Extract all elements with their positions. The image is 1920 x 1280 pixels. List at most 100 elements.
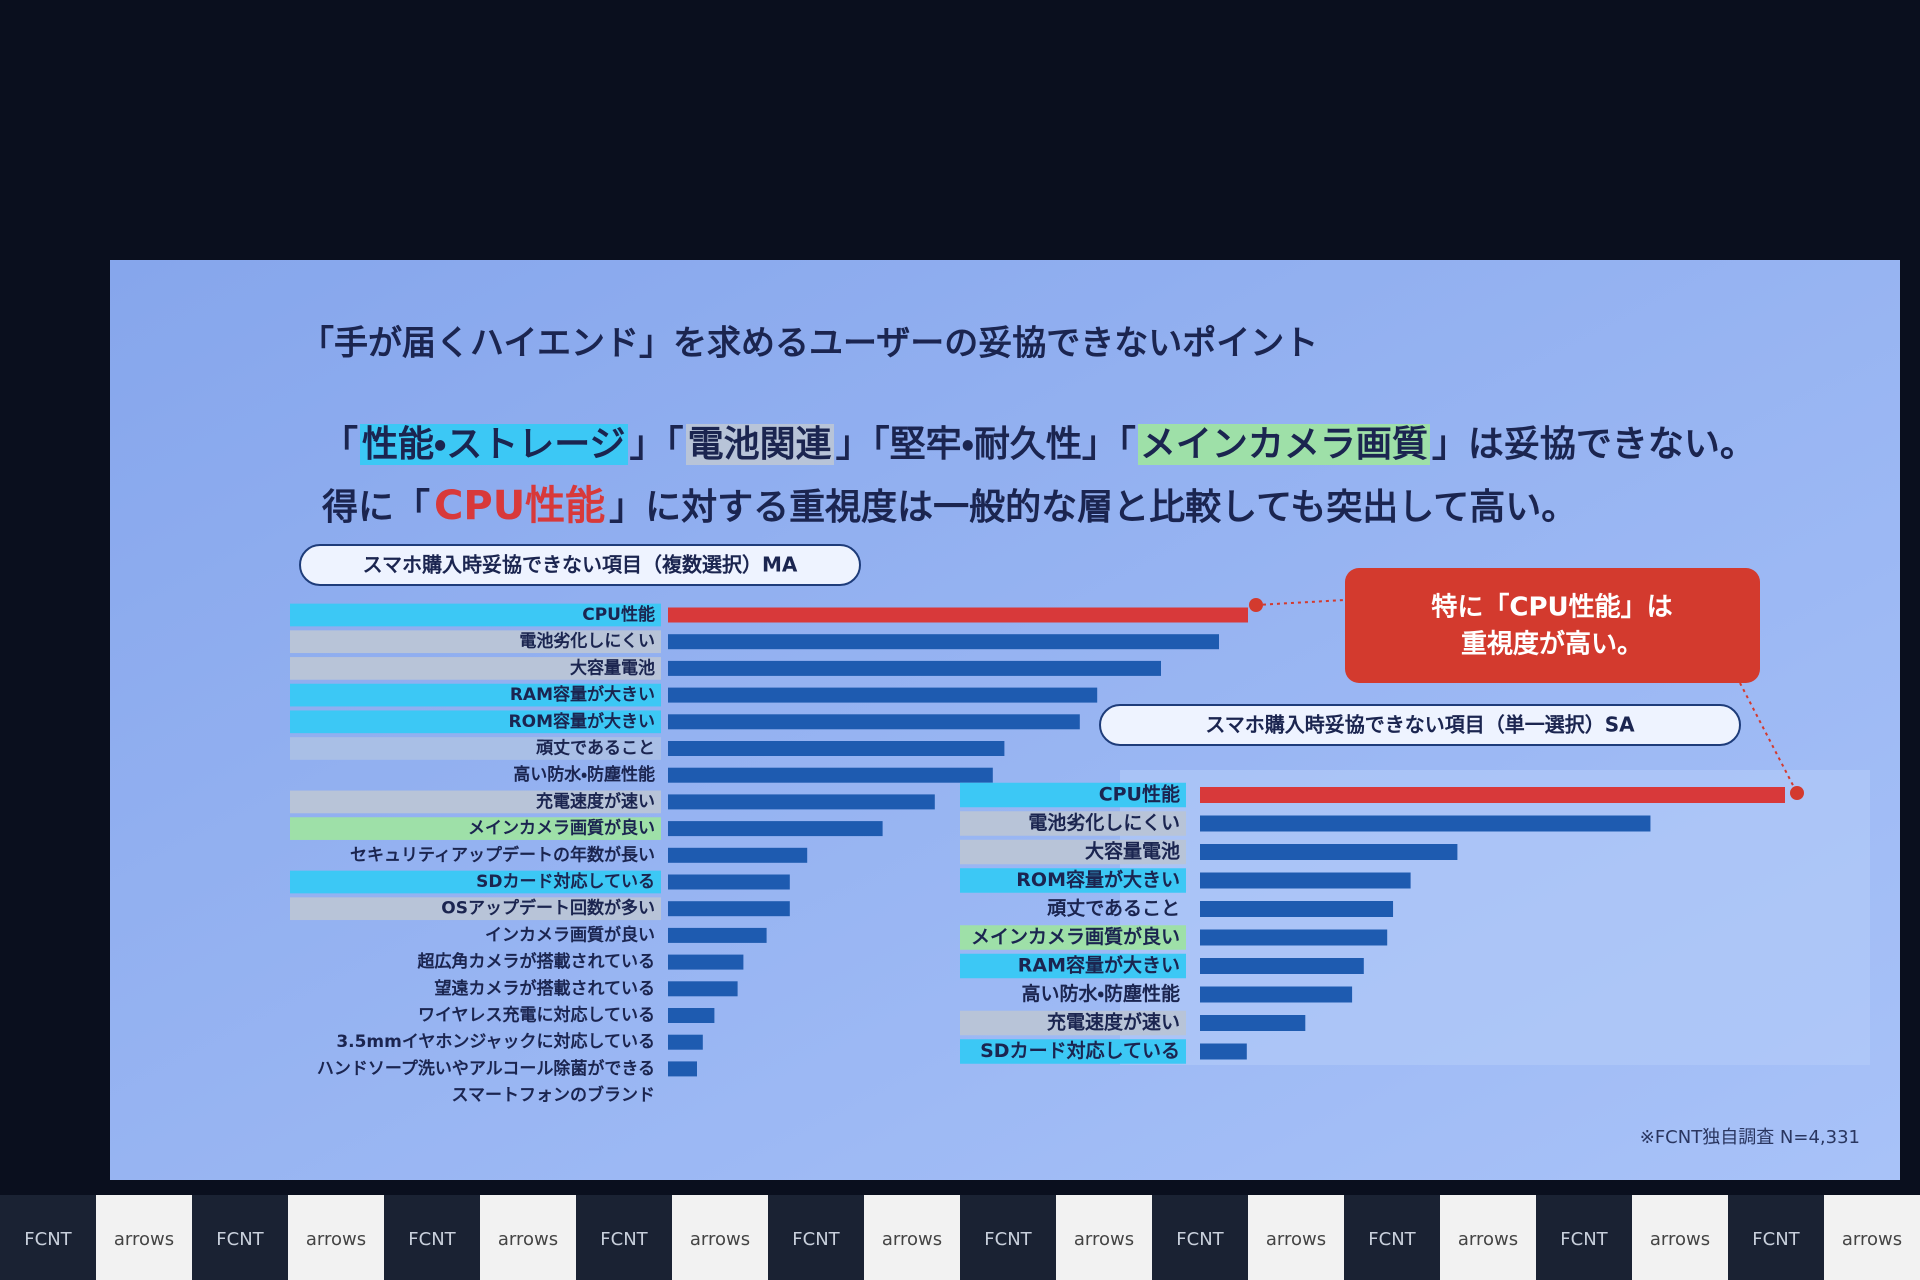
bar [668, 874, 790, 890]
callout-text: 重視度が高い。 [1461, 629, 1643, 660]
category-label: 望遠カメラが搭載されている [435, 978, 656, 999]
category-label: 高い防水・防塵性能 [513, 764, 655, 785]
footer-logo: arrows [1074, 1229, 1134, 1250]
bar [668, 981, 738, 997]
bar [1200, 872, 1411, 889]
bar [668, 687, 1098, 703]
category-label: メインカメラ画質が良い [971, 925, 1180, 948]
bar [668, 1034, 703, 1050]
category-label: 高い防水・防塵性能 [1022, 982, 1180, 1005]
footer-strip: FCNT arrows FCNT arrows FCNT arrows FCNT arrows… [0, 1195, 1920, 1280]
subtitle-segment: 」「堅牢・耐久性」「 [835, 424, 1136, 465]
category-label: 3.5mmイヤホンジャックに対応している [336, 1031, 655, 1052]
category-label: CPU性能 [582, 604, 655, 625]
category-label: SDカード対応している [980, 1039, 1180, 1062]
label-highlight [290, 790, 661, 814]
label-highlight [960, 868, 1186, 893]
subtitle-segment: 」「 [629, 424, 684, 465]
category-label: メインカメラ画質が良い [468, 818, 655, 839]
label-highlight [290, 737, 661, 760]
footer-tile [1728, 1195, 1824, 1280]
subtitle-segment: CPU性能 [434, 483, 606, 529]
label-highlight [290, 603, 661, 627]
category-label: 大容量電池 [570, 657, 655, 678]
bar [1200, 958, 1364, 974]
footnote: ※FCNT独自調査 N=4,331 [1640, 1127, 1860, 1148]
bar [1200, 986, 1353, 1003]
bar [1200, 844, 1458, 860]
label-highlight [960, 1010, 1186, 1036]
footer-tile [480, 1195, 576, 1280]
category-label: SDカード対応している [476, 871, 655, 892]
bar [668, 927, 767, 943]
category-label: ROM容量が大きい [509, 711, 655, 732]
subtitle-segment: 性能・ストレージ [360, 424, 628, 465]
category-label: インカメラ画質が良い [485, 924, 655, 945]
category-label: 頑丈であること [535, 739, 655, 759]
callout-box [1345, 568, 1760, 683]
category-label: ワイヤレス充電に対応している [418, 1005, 655, 1026]
label-highlight [290, 897, 661, 921]
connector [1255, 599, 1346, 606]
bar [668, 1061, 697, 1077]
footer-tile [1248, 1195, 1344, 1280]
bar [1200, 1043, 1247, 1060]
label-highlight [960, 1039, 1186, 1064]
connector-dot [1790, 786, 1804, 800]
footer-tile [1824, 1195, 1920, 1280]
category-label: 超広角カメラが搭載されている [418, 951, 656, 972]
footer-logo: arrows [882, 1229, 942, 1250]
footer-tile [1536, 1195, 1632, 1280]
label-highlight [290, 870, 661, 894]
chart-title-pill [299, 544, 861, 586]
footer-tile [288, 1195, 384, 1280]
footer-tile [576, 1195, 672, 1280]
footer-tile [1632, 1195, 1728, 1280]
bar [668, 794, 935, 810]
bar [1200, 901, 1394, 917]
footer-logo: FCNT [1368, 1229, 1416, 1250]
subtitle-line: 得に「 CPU性能 」に対する重視度は一般的な層と比較しても突出して高い。 [320, 473, 1579, 531]
footer-logo: FCNT [216, 1229, 264, 1250]
subtitle-segment: 得に「 [322, 487, 431, 528]
footer-tile [672, 1195, 768, 1280]
subtitle-segment: 「 [322, 424, 359, 465]
category-label: 大容量電池 [1085, 840, 1180, 863]
category-label: ROM容量が大きい [1016, 868, 1180, 891]
subtitle-segment: 電池関連 [685, 424, 834, 465]
label-highlight [290, 630, 661, 654]
footer-tile [96, 1195, 192, 1280]
bar [668, 607, 1248, 623]
footer-tile [960, 1195, 1056, 1280]
chart-title: スマホ購入時妥協できない項目（複数選択）MA [363, 553, 798, 577]
bar [668, 954, 744, 970]
subtitle-segment: メインカメラ画質 [1137, 424, 1430, 465]
footer-logo: arrows [690, 1229, 750, 1250]
footer-logo: arrows [114, 1229, 174, 1250]
category-label: 電池劣化しにくい [1028, 811, 1180, 834]
bar [1200, 1015, 1306, 1031]
footer-logo: FCNT [600, 1229, 648, 1250]
label-highlight [960, 811, 1186, 836]
category-label: CPU性能 [1099, 783, 1180, 806]
footer-logo: FCNT [24, 1229, 72, 1250]
bar [1200, 815, 1651, 832]
footer-tile [1056, 1195, 1152, 1280]
label-highlight [960, 782, 1186, 808]
label-highlight [290, 710, 661, 734]
bar [668, 660, 1161, 676]
category-label: ハンドソープ洗いやアルコール除菌ができる [317, 1058, 655, 1079]
bar [668, 714, 1080, 730]
bar [1200, 787, 1785, 803]
footer-logo: arrows [498, 1229, 558, 1250]
footer-tile [0, 1195, 96, 1280]
label-highlight [290, 817, 661, 840]
footer-tile [192, 1195, 288, 1280]
footer-tile [768, 1195, 864, 1280]
category-label: スマートフォンのブランド [452, 1085, 656, 1106]
chart-title-pill [1099, 704, 1741, 746]
footer-logo: arrows [1842, 1229, 1902, 1250]
footer-tile [384, 1195, 480, 1280]
